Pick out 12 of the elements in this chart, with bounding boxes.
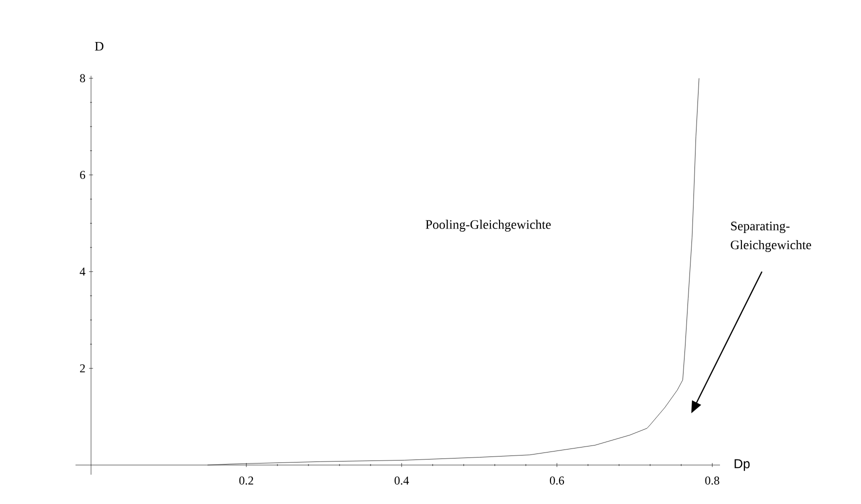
x-tick-label: 0.2 — [239, 476, 254, 485]
y-tick-label: 2 — [80, 364, 85, 372]
y-tick-label: 6 — [80, 170, 86, 179]
y-axis-title: D — [94, 42, 104, 51]
y-tick-label: 8 — [80, 74, 86, 82]
x-axis-title: Dp — [734, 459, 750, 471]
annotation: Pooling-Gleichgewichte — [426, 220, 551, 232]
y-tick-label: 4 — [80, 268, 86, 276]
x-tick-label: 0.6 — [550, 476, 564, 485]
x-tick-label: 0.8 — [705, 476, 720, 485]
x-tick-label: 0.4 — [394, 476, 409, 485]
text: Separating-Gleichgewichte — [730, 222, 812, 252]
